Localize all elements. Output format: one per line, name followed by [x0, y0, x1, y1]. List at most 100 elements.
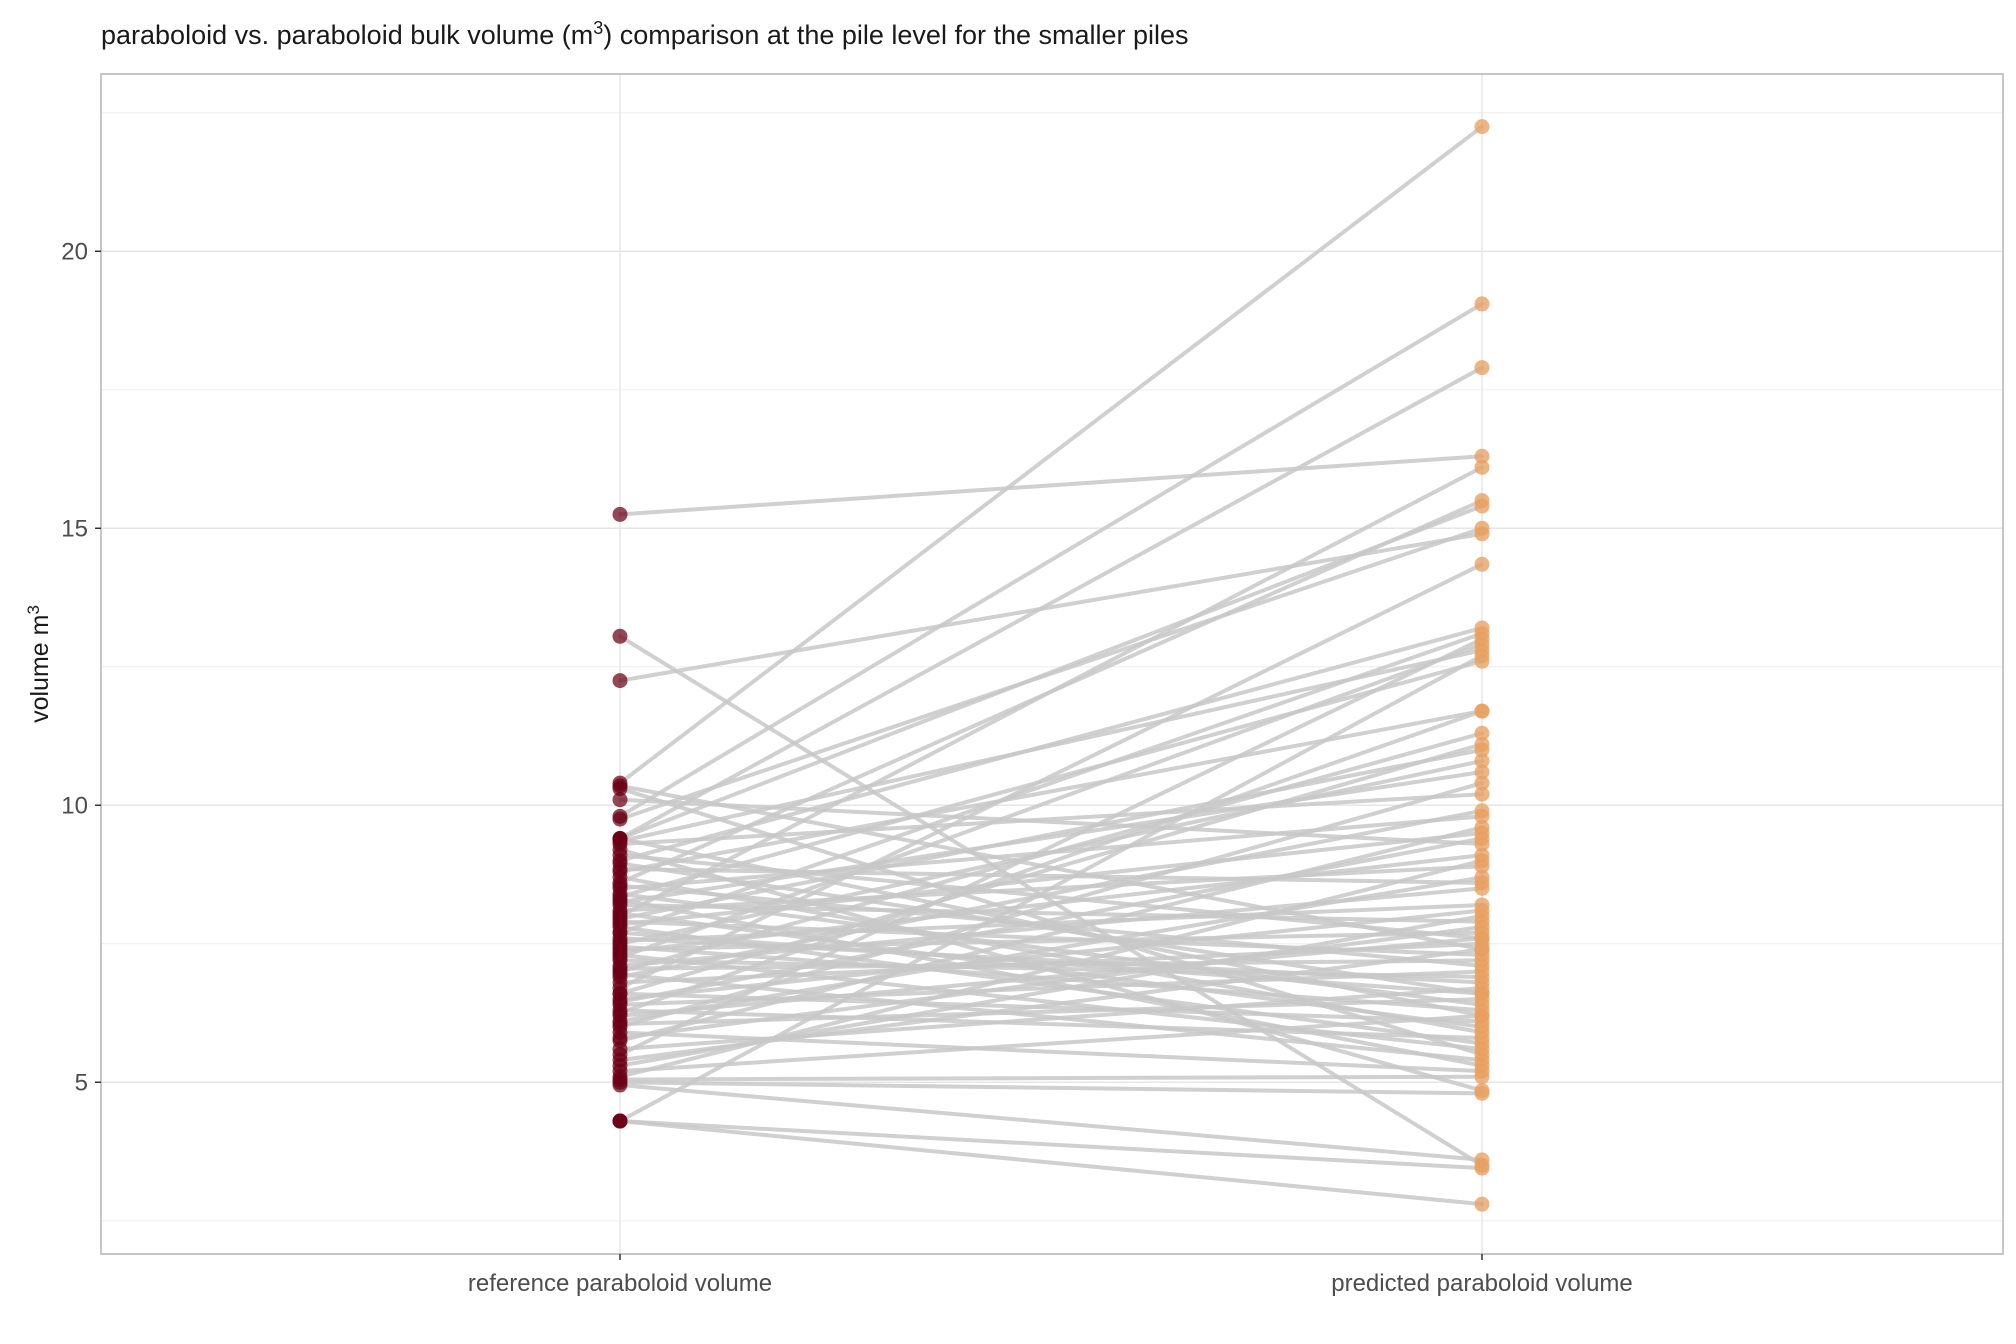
x-tick-label: predicted paraboloid volume	[1331, 1270, 1633, 1297]
plot-panel	[101, 74, 2003, 1254]
y-axis-title: volume m3	[24, 605, 55, 723]
predicted-point	[1474, 1030, 1490, 1046]
pair-line	[618, 653, 1484, 1124]
reference-point	[612, 673, 628, 689]
pair-line	[618, 659, 1484, 899]
predicted-point	[1474, 880, 1490, 896]
reference-point	[612, 986, 628, 1002]
predicted-point	[1474, 1008, 1490, 1024]
pair-line	[618, 925, 1484, 1040]
pair-line	[618, 1119, 1484, 1207]
reference-point	[612, 781, 628, 797]
predicted-point	[1474, 296, 1490, 312]
predicted-point	[1474, 520, 1490, 536]
predicted-point	[1474, 1085, 1490, 1101]
pair-line	[618, 1074, 1484, 1082]
reference-point	[612, 811, 628, 827]
predicted-point	[1474, 448, 1490, 464]
pair-line	[618, 875, 1484, 1024]
pair-line	[618, 1080, 1484, 1096]
y-axis-ticks: 5 10 15 20	[61, 238, 101, 1096]
chart-title-rest: ) comparison at the pile level for the s…	[603, 20, 1189, 50]
y-tick-label: 5	[75, 1069, 88, 1096]
predicted-point	[1474, 963, 1490, 979]
predicted-point	[1474, 775, 1490, 791]
pair-line	[618, 1083, 1484, 1162]
pair-line	[618, 770, 1484, 905]
chart-title-superscript: 3	[593, 18, 604, 38]
predicted-point	[1474, 459, 1490, 475]
predicted-point	[1474, 736, 1490, 752]
pair-line	[618, 866, 1484, 885]
pair-line	[618, 1013, 1484, 1074]
predicted-point	[1474, 908, 1490, 924]
pair-line	[618, 742, 1484, 996]
pair-line	[618, 301, 1484, 819]
predicted-point	[1474, 498, 1490, 514]
y-axis-title-superscript: 3	[24, 605, 43, 614]
pair-line	[618, 792, 1484, 847]
reference-point	[612, 506, 628, 522]
chart-title: paraboloid vs. paraboloid bulk volume (m…	[101, 18, 1189, 51]
pair-line	[618, 930, 1484, 996]
predicted-point	[1474, 853, 1490, 869]
pair-line	[618, 1008, 1484, 1040]
y-tick-label: 10	[61, 792, 88, 819]
x-tick-label: reference paraboloid volume	[468, 1270, 772, 1297]
predicted-point	[1474, 1052, 1490, 1068]
predicted-point	[1474, 1069, 1490, 1085]
pair-line	[618, 465, 1484, 919]
pair-line	[618, 504, 1484, 841]
reference-point	[612, 1113, 628, 1129]
pair-line	[618, 936, 1484, 1018]
predicted-point	[1474, 648, 1490, 664]
reference-point	[612, 628, 628, 644]
pair-line	[618, 930, 1484, 952]
predicted-point	[1474, 919, 1490, 935]
predicted-point	[1474, 786, 1490, 802]
predicted-point	[1474, 803, 1490, 819]
predicted-point	[1474, 556, 1490, 572]
pair-line	[618, 836, 1484, 1004]
reference-point	[612, 831, 628, 847]
data-points	[612, 119, 1490, 1212]
pair-line	[618, 637, 1484, 1057]
pair-line	[618, 709, 1484, 874]
y-axis-title-base: volume m	[26, 615, 54, 723]
predicted-point	[1474, 1041, 1490, 1057]
predicted-point	[1474, 119, 1490, 135]
predicted-point	[1474, 952, 1490, 968]
pair-line	[618, 1119, 1484, 1171]
predicted-point	[1474, 764, 1490, 780]
predicted-point	[1474, 869, 1490, 885]
predicted-point	[1474, 930, 1490, 946]
predicted-point	[1474, 725, 1490, 741]
pair-line	[618, 747, 1484, 921]
predicted-point	[1474, 831, 1490, 847]
pair-line	[618, 731, 1484, 974]
predicted-point	[1474, 941, 1490, 957]
pair-line	[618, 825, 1484, 1043]
chart-title-main: paraboloid vs. paraboloid bulk volume (m	[101, 20, 594, 50]
reference-point	[612, 925, 628, 941]
y-tick-label: 15	[61, 515, 88, 542]
predicted-point	[1474, 703, 1490, 719]
reference-point	[612, 1077, 628, 1093]
pair-line	[618, 709, 1484, 1016]
grid-lines	[101, 74, 2003, 1254]
predicted-point	[1474, 1196, 1490, 1212]
predicted-point	[1474, 753, 1490, 769]
connecting-lines	[618, 124, 1484, 1207]
x-axis-ticks: reference paraboloid volume predicted par…	[468, 1254, 1633, 1297]
pair-line	[618, 858, 1484, 1079]
panel-border	[100, 73, 2004, 1255]
pair-line	[618, 625, 1484, 863]
pair-line	[618, 562, 1484, 991]
predicted-point	[1474, 819, 1490, 835]
pair-line	[618, 830, 1484, 927]
predicted-point	[1474, 1160, 1490, 1176]
predicted-point	[1474, 631, 1490, 647]
pair-line	[618, 631, 1484, 935]
